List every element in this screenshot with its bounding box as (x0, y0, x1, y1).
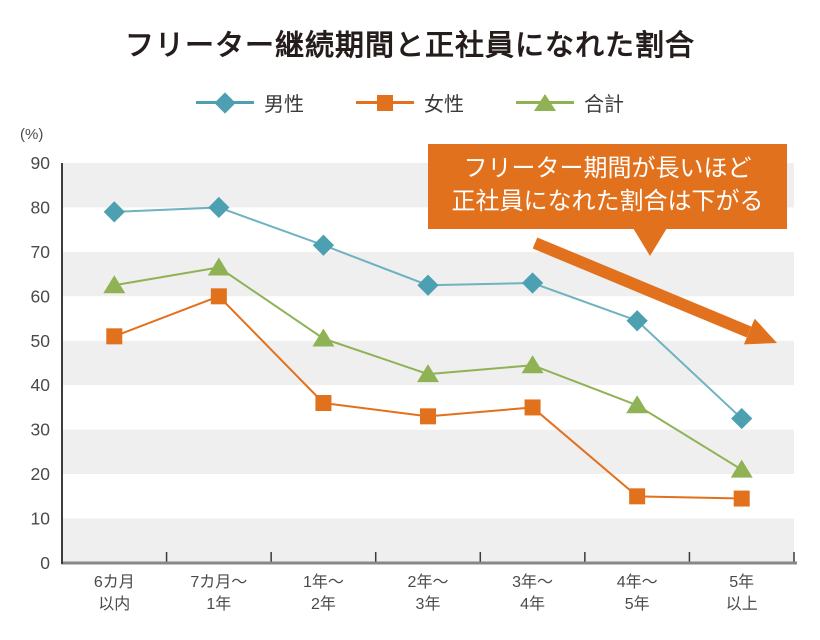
svg-text:60: 60 (31, 286, 51, 306)
annotation-callout: フリーター期間が長いほど 正社員になれた割合は下がる (428, 144, 787, 256)
series-square (106, 288, 750, 507)
annotation-line-2: 正社員になれた割合は下がる (451, 188, 764, 215)
svg-text:5年以上: 5年以上 (726, 573, 758, 613)
svg-text:1年〜2年: 1年〜 2年 (303, 573, 344, 613)
legend-item-male: 男性 (196, 88, 304, 117)
x-axis-labels: 6カ月以内 7カ月〜 1年 1年〜 2年 2年〜 3年 3年〜 4年 4年〜 5年 5年以上 (94, 573, 758, 613)
svg-text:40: 40 (31, 375, 51, 395)
svg-text:90: 90 (31, 153, 51, 173)
chart-title: フリーター継続期間と正社員になれた割合 (124, 30, 695, 62)
y-axis-unit-label: (%) (20, 126, 44, 143)
legend-label-male: 男性 (264, 94, 304, 116)
x-axis-ticks (165, 552, 795, 562)
y-axis-labels: 90 80 70 60 50 40 30 20 10 0 (31, 153, 51, 573)
svg-text:0: 0 (40, 553, 50, 573)
svg-text:4年〜5年: 4年〜 5年 (617, 573, 658, 613)
legend-item-female: 女性 (356, 88, 464, 117)
annotation-arrow-icon (532, 237, 777, 345)
annotation-tail-icon (633, 228, 667, 256)
svg-text:70: 70 (31, 242, 51, 262)
legend-label-total: 合計 (584, 94, 624, 116)
legend: 男性 女性 合計 (0, 88, 820, 117)
svg-text:30: 30 (31, 420, 51, 440)
legend-label-female: 女性 (424, 94, 464, 116)
svg-text:50: 50 (31, 331, 51, 351)
legend-line-total (516, 93, 574, 111)
series-triangle (103, 257, 753, 478)
svg-text:80: 80 (31, 197, 51, 217)
annotation-line-1: フリーター期間が長いほど (463, 155, 752, 182)
svg-text:7カ月〜1年: 7カ月〜 1年 (190, 574, 247, 613)
female-square-marker-icon (377, 94, 393, 111)
svg-text:2年〜3年: 2年〜 3年 (408, 573, 449, 613)
series-diamond (103, 196, 753, 430)
svg-text:20: 20 (31, 464, 51, 484)
svg-text:6カ月以内: 6カ月以内 (94, 574, 135, 613)
legend-line-female (356, 94, 414, 111)
svg-text:10: 10 (31, 509, 51, 529)
svg-text:3年〜4年: 3年〜 4年 (512, 573, 553, 613)
total-triangle-marker-icon (534, 93, 556, 111)
legend-line-male (196, 91, 254, 114)
legend-item-total: 合計 (516, 88, 624, 117)
